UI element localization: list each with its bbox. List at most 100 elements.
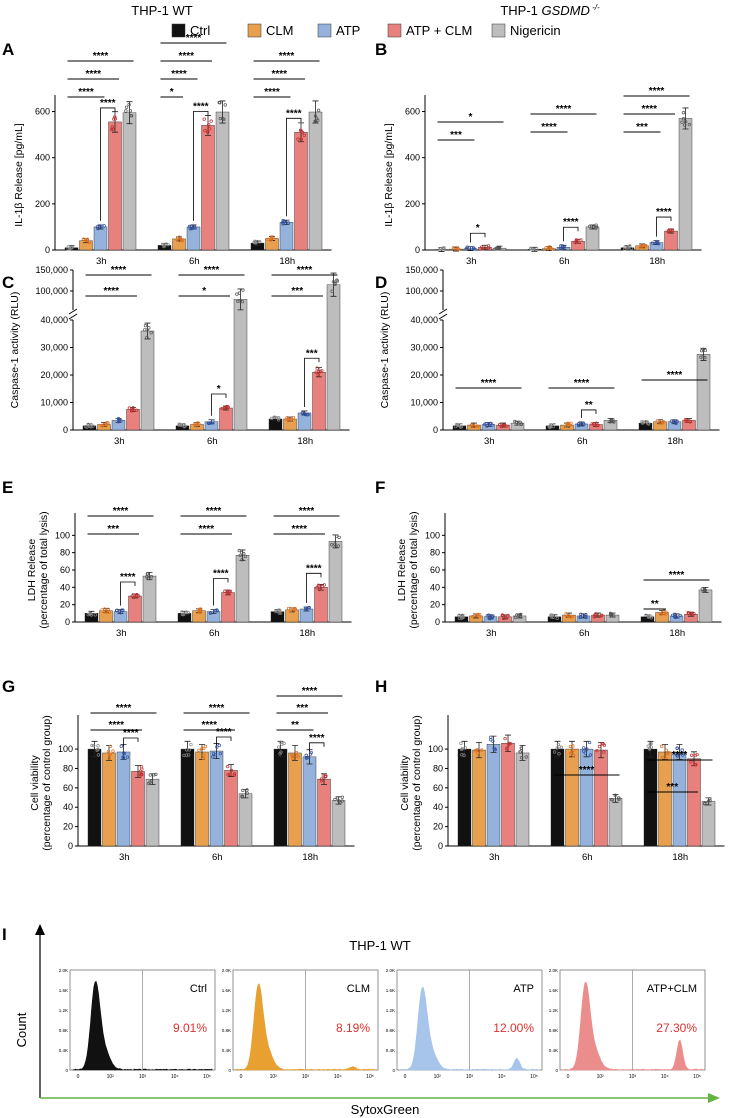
data-point [490, 423, 494, 427]
panel-label: A [2, 40, 14, 59]
significance-label: *** [107, 524, 119, 535]
significance-bracket [304, 357, 320, 407]
left-column-title: THP-1 WT [131, 3, 192, 18]
data-point [485, 424, 489, 428]
y-tick-label: 150,000 [35, 265, 68, 275]
data-point [547, 245, 552, 249]
data-point [475, 424, 479, 428]
data-point [459, 741, 463, 746]
gate-percentage: 12.00% [493, 1021, 534, 1035]
significance-label: **** [100, 98, 116, 109]
data-point [192, 225, 196, 229]
data-point [689, 753, 694, 757]
bar-atp-clm-3h [131, 771, 145, 847]
legend-label: Nigericin [510, 23, 561, 38]
data-point [145, 572, 150, 576]
data-point [470, 614, 475, 619]
y-axis-label-line2: (percentage of total lysis) [408, 511, 420, 628]
count-arrow-head [35, 924, 45, 935]
histogram-atp: 0 0.4K 0.8K 1.2K 1.6K 2.0K 0 10² 10³ 10⁴ 10⁵ ATP 12.… [386, 968, 543, 1080]
histogram-fill [562, 982, 703, 1071]
bar-ctrl-18h [643, 748, 658, 847]
significance-label: * [170, 87, 174, 98]
data-point [241, 288, 245, 292]
bar-atp-clm-18h [664, 230, 678, 251]
data-point [208, 421, 212, 425]
bar-atp-clm-6h [224, 770, 238, 847]
y-tick-label: 20 [430, 600, 440, 610]
data-point [610, 612, 614, 616]
data-point [232, 773, 236, 778]
significance-label: **** [113, 506, 129, 517]
bar-atp-clm-18h [687, 758, 701, 847]
data-point [258, 240, 262, 244]
data-point [518, 420, 522, 425]
data-point [218, 751, 223, 756]
data-point [125, 755, 130, 759]
data-point [147, 576, 151, 580]
significance-label: **** [120, 572, 136, 583]
y-tick-label: 150,000 [405, 265, 438, 275]
bar-clm-18h [658, 751, 672, 847]
bar-nigericin-6h [585, 226, 600, 251]
data-point [336, 544, 341, 548]
flow-y-label: Count [14, 1012, 29, 1047]
y-tick-label: 60 [433, 783, 443, 793]
data-point [175, 238, 179, 242]
data-point [296, 137, 300, 141]
data-point [673, 419, 678, 423]
x-tick-label: 6h [209, 628, 220, 639]
data-point [530, 247, 534, 251]
data-point [702, 589, 707, 593]
error-bar [330, 272, 337, 297]
panel-B: B 0 200 400 600 IL-1β Release [pg/mL] 3h 6h 18h *… [375, 40, 702, 267]
bar-ctrl-6h [550, 748, 565, 847]
data-point [333, 282, 337, 286]
data-point [330, 543, 334, 547]
data-point [703, 801, 707, 805]
y-tick-label: 10,000 [410, 398, 438, 408]
y-axis-label: Cell viability [29, 755, 41, 811]
bar-atp-18h [672, 751, 687, 847]
data-point [582, 749, 586, 753]
data-point [640, 419, 644, 424]
bar-nigericin-18h [308, 111, 323, 251]
error-bar [476, 741, 482, 759]
panel-label: C [2, 273, 14, 292]
data-point [684, 418, 689, 422]
data-point [456, 247, 460, 251]
bar-atp-clm-3h [501, 743, 515, 847]
data-point [208, 611, 213, 615]
data-point [319, 777, 324, 781]
data-point [655, 241, 660, 245]
data-point [507, 741, 511, 746]
data-point [85, 425, 89, 429]
bar-ctrl-3h [457, 748, 472, 847]
data-point [675, 746, 679, 751]
gate-percentage: 9.01% [173, 1021, 207, 1035]
data-point [220, 406, 224, 411]
data-point [664, 612, 668, 616]
y-tick-label: 0 [63, 425, 68, 435]
data-point [229, 768, 234, 773]
significance-label: **** [541, 122, 557, 133]
data-point [108, 744, 113, 749]
y-tick-label: 40 [63, 802, 73, 812]
data-point [188, 227, 192, 231]
data-point [613, 793, 617, 797]
sytox-arrow-head [708, 1093, 720, 1103]
flow-x-tick: 10³ [302, 1074, 310, 1080]
flow-x-tick: 10³ [629, 1074, 637, 1080]
data-point [145, 335, 149, 340]
data-point [503, 737, 507, 741]
panel-label: B [375, 40, 387, 59]
data-point [111, 127, 115, 131]
error-bar [205, 115, 211, 136]
data-point [232, 772, 237, 776]
data-point [89, 425, 93, 429]
data-point [681, 111, 686, 115]
bar-ctrl-3h [87, 748, 102, 847]
data-point [225, 764, 230, 769]
data-point [594, 223, 598, 227]
significance-label: **** [669, 570, 685, 581]
